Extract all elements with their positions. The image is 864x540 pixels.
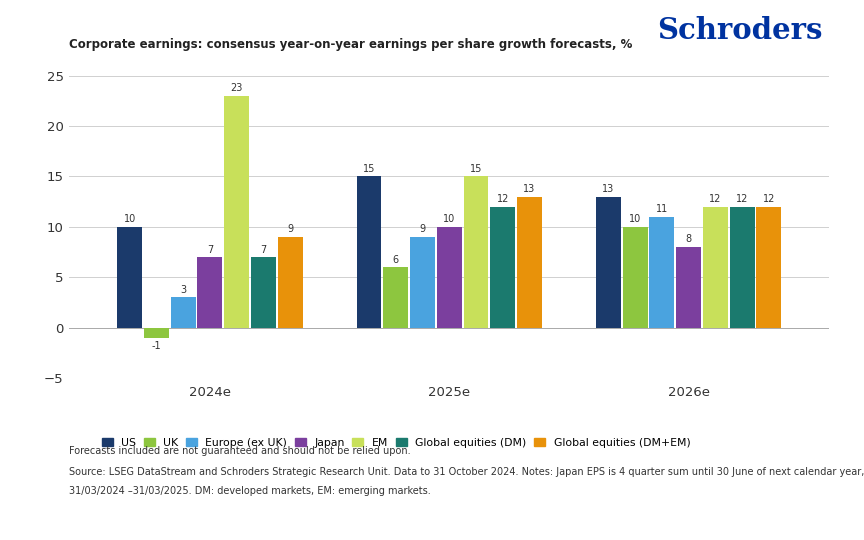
- Text: 12: 12: [497, 194, 509, 204]
- Legend: US, UK, Europe (ex UK), Japan, EM, Global equities (DM), Global equities (DM+EM): US, UK, Europe (ex UK), Japan, EM, Globa…: [102, 438, 690, 448]
- Bar: [410, 237, 435, 328]
- Text: 7: 7: [260, 245, 267, 254]
- Text: 9: 9: [419, 224, 426, 234]
- Text: 10: 10: [629, 214, 641, 224]
- Text: 13: 13: [524, 184, 536, 194]
- Text: Source: LSEG DataStream and Schroders Strategic Research Unit. Data to 31 Octobe: Source: LSEG DataStream and Schroders St…: [69, 467, 864, 477]
- Text: 11: 11: [656, 204, 668, 214]
- Text: 15: 15: [470, 164, 482, 174]
- Bar: [277, 237, 302, 328]
- Text: 10: 10: [124, 214, 136, 224]
- Bar: [384, 267, 408, 328]
- Text: 31/03/2024 –31/03/2025. DM: developed markets, EM: emerging markets.: 31/03/2024 –31/03/2025. DM: developed ma…: [69, 486, 431, 496]
- Text: 8: 8: [685, 234, 692, 245]
- Text: 9: 9: [287, 224, 293, 234]
- Bar: [517, 197, 542, 328]
- Text: 23: 23: [231, 83, 243, 93]
- Bar: [623, 227, 648, 328]
- Text: 7: 7: [206, 245, 213, 254]
- Text: 6: 6: [393, 254, 399, 265]
- Text: 10: 10: [443, 214, 455, 224]
- Text: -1: -1: [151, 341, 162, 350]
- Text: Corporate earnings: consensus year-on-year earnings per share growth forecasts, : Corporate earnings: consensus year-on-ye…: [69, 38, 632, 51]
- Bar: [144, 328, 168, 338]
- Bar: [596, 197, 621, 328]
- Bar: [118, 227, 142, 328]
- Text: Forecasts included are not guaranteed and should not be relied upon.: Forecasts included are not guaranteed an…: [69, 446, 410, 456]
- Bar: [650, 217, 674, 328]
- Text: 12: 12: [709, 194, 721, 204]
- Bar: [437, 227, 461, 328]
- Bar: [703, 207, 727, 328]
- Bar: [171, 298, 195, 328]
- Text: 12: 12: [736, 194, 748, 204]
- Bar: [757, 207, 781, 328]
- Text: 13: 13: [602, 184, 614, 194]
- Bar: [677, 247, 701, 328]
- Bar: [491, 207, 515, 328]
- Text: Schroders: Schroders: [657, 16, 823, 45]
- Bar: [464, 177, 488, 328]
- Bar: [251, 257, 276, 328]
- Bar: [198, 257, 222, 328]
- Bar: [225, 96, 249, 328]
- Bar: [730, 207, 754, 328]
- Text: 12: 12: [763, 194, 775, 204]
- Bar: [357, 177, 382, 328]
- Text: 3: 3: [180, 285, 187, 295]
- Text: 15: 15: [363, 164, 375, 174]
